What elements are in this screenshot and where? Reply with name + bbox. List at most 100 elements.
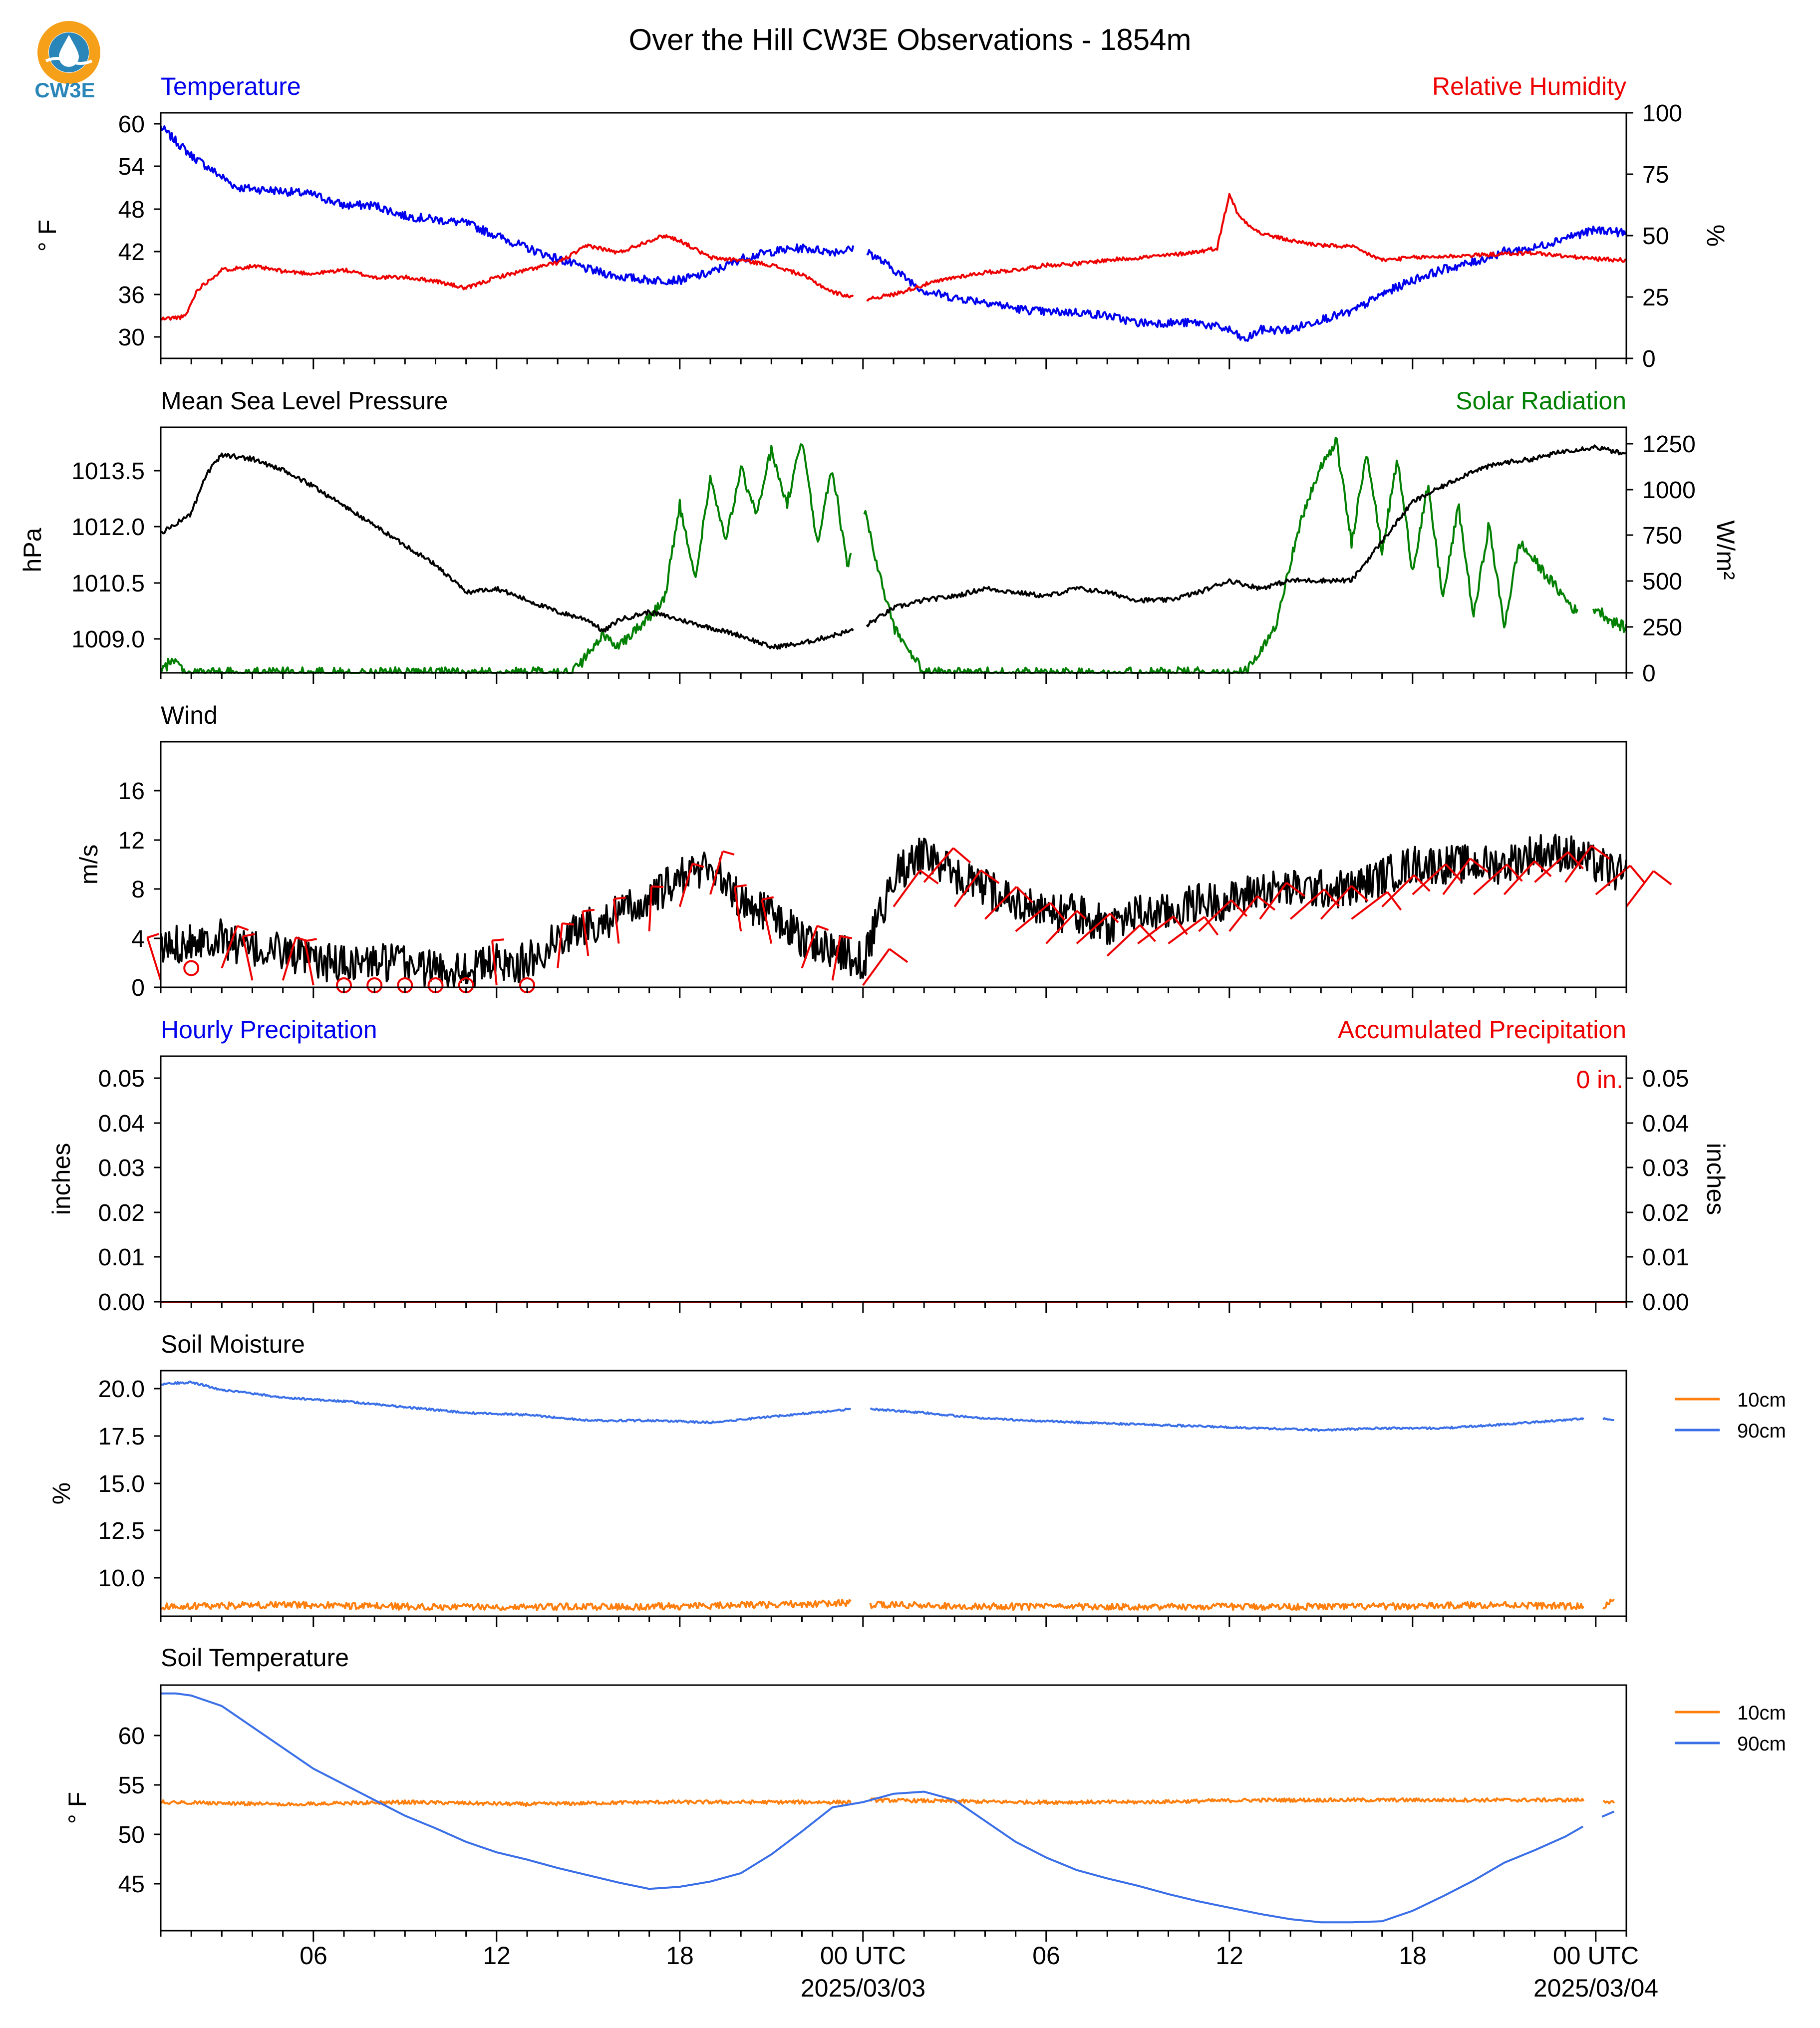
legend-label-10cm: 10cm	[1737, 1702, 1786, 1724]
ylabel-precip-right: inches	[1702, 1143, 1730, 1215]
tick-label: 36	[118, 282, 145, 308]
wind-barb	[1320, 885, 1369, 920]
figure-title: Over the Hill CW3E Observations - 1854m	[628, 23, 1191, 56]
ylabel-soil-temperature: ° F	[63, 1792, 91, 1824]
tick-label: 50	[1642, 223, 1669, 250]
wind-barb	[862, 948, 909, 986]
tick-label: 17.5	[98, 1424, 145, 1450]
tick-label: 0.01	[98, 1244, 145, 1271]
axes-frame	[160, 741, 1627, 988]
panel-title-soil-temperature: Soil Temperature	[161, 1644, 349, 1672]
tick-label: 1009.0	[71, 626, 145, 653]
x-tick-date: 2025/03/04	[1533, 1974, 1658, 2002]
panel-precipitation: Hourly Precipitation Accumulated Precipi…	[47, 1016, 1730, 1316]
wind-barb	[221, 925, 249, 969]
accum-precip-value: 0 in.	[1576, 1066, 1623, 1094]
wind-barb	[678, 863, 704, 907]
wind-barb	[1625, 870, 1672, 907]
wind-barb	[1106, 924, 1156, 957]
yticks-solar: 0 250 500 750 1000 1250	[1626, 431, 1696, 687]
axes-frame	[160, 1684, 1627, 1932]
tick-label: 0.05	[1642, 1066, 1689, 1092]
wind-barb	[923, 847, 971, 883]
wind-barb	[491, 938, 505, 986]
tick-label: 12.5	[98, 1518, 145, 1544]
yticks-soil-moisture: 10.0 12.5 15.0 17.5 20.0	[98, 1376, 161, 1592]
yticks-pressure: 1009.0 1010.5 1012.0 1013.5	[71, 458, 161, 653]
wind-barb	[303, 938, 317, 986]
wind-barb	[146, 933, 162, 981]
series-soil-temperature-90cm	[160, 1692, 1615, 1924]
ylabel-pressure: hPa	[18, 528, 46, 572]
tick-label: 1013.5	[71, 458, 145, 485]
wind-barb	[1503, 860, 1552, 895]
tick-label: 75	[1642, 162, 1669, 188]
legend-label-90cm: 90cm	[1737, 1733, 1786, 1755]
tick-label: 0	[131, 975, 145, 1001]
axes-frame	[160, 112, 1627, 359]
tick-label: 16	[118, 778, 145, 805]
wind-barb	[733, 884, 747, 932]
panel-title-temperature: Temperature	[161, 72, 301, 100]
wind-barb	[1442, 858, 1489, 895]
wind-barb	[1015, 902, 1066, 932]
x-tick-label: 06	[1032, 1942, 1060, 1970]
ylabel-soil-moisture: %	[47, 1482, 75, 1504]
tick-label: 500	[1642, 569, 1682, 595]
logo-text: CW3E	[34, 78, 95, 102]
plot-area-pressure-solar	[160, 437, 1627, 684]
x-tick-label: 12	[483, 1942, 511, 1970]
wind-barb	[831, 935, 853, 981]
panel-title-soil-moisture: Soil Moisture	[161, 1330, 305, 1358]
series-temperature	[160, 125, 1627, 342]
wind-barb	[242, 933, 255, 981]
tick-label: 1250	[1642, 431, 1696, 458]
tick-label: 55	[118, 1772, 145, 1799]
x-axis-labels: 06 12 18 00 UTC 2025/03/03 06 12 18 00 U…	[300, 1942, 1658, 2002]
tick-label: 10.0	[98, 1565, 145, 1592]
plot-area-temperature-humidity	[160, 125, 1627, 369]
tick-label: 0.00	[98, 1289, 145, 1316]
tick-label: 48	[118, 197, 145, 223]
tick-label: 0.01	[1642, 1244, 1689, 1271]
panel-title-humidity: Relative Humidity	[1432, 72, 1626, 100]
wind-barb	[612, 896, 626, 944]
ylabel-wind: m/s	[75, 845, 103, 885]
axes-frame	[160, 426, 1627, 674]
wind-barb	[1381, 874, 1431, 908]
series-wind-speed	[160, 834, 1627, 988]
panel-title-accum-precip: Accumulated Precipitation	[1338, 1016, 1626, 1044]
plot-area-soil-temperature	[160, 1692, 1627, 1942]
tick-label: 1000	[1642, 477, 1696, 504]
wind-barb	[1351, 891, 1402, 920]
tick-label: 60	[118, 111, 145, 138]
ylabel-solar: W/m²	[1712, 520, 1740, 579]
ylabel-humidity: %	[1702, 225, 1730, 247]
series-solar-radiation	[160, 437, 1627, 674]
legend-label-10cm: 10cm	[1737, 1389, 1786, 1411]
wind-barb	[1289, 888, 1340, 920]
yticks-precip-left: 0.00 0.01 0.02 0.03 0.04 0.05	[98, 1066, 161, 1316]
tick-label: 42	[118, 239, 145, 266]
x-tick-label: 18	[666, 1942, 694, 1970]
tick-label: 0	[1642, 346, 1656, 372]
tick-label: 20.0	[98, 1376, 145, 1403]
tick-label: 60	[118, 1723, 145, 1749]
ylabel-precip-left: inches	[47, 1143, 75, 1215]
x-tick-label: 18	[1399, 1942, 1427, 1970]
tick-label: 4	[131, 926, 145, 952]
series-pressure	[160, 444, 1627, 650]
tick-label: 0.03	[1642, 1155, 1689, 1181]
tick-label: 100	[1642, 100, 1682, 127]
legend-soil-moisture: 10cm 90cm	[1675, 1389, 1786, 1442]
tick-label: 50	[118, 1822, 145, 1848]
wind-barb	[1228, 895, 1276, 932]
wind-barb	[1412, 863, 1462, 895]
axes-frame	[160, 1370, 1627, 1617]
tick-label: 750	[1642, 523, 1682, 549]
tick-label: 25	[1642, 285, 1669, 311]
x-tick-label: 12	[1215, 1942, 1243, 1970]
x-tick-label: 00 UTC	[820, 1942, 906, 1970]
logo-ring-icon	[37, 21, 100, 84]
panel-temperature-humidity: Temperature Relative Humidity ° F % 30 3…	[33, 72, 1730, 372]
